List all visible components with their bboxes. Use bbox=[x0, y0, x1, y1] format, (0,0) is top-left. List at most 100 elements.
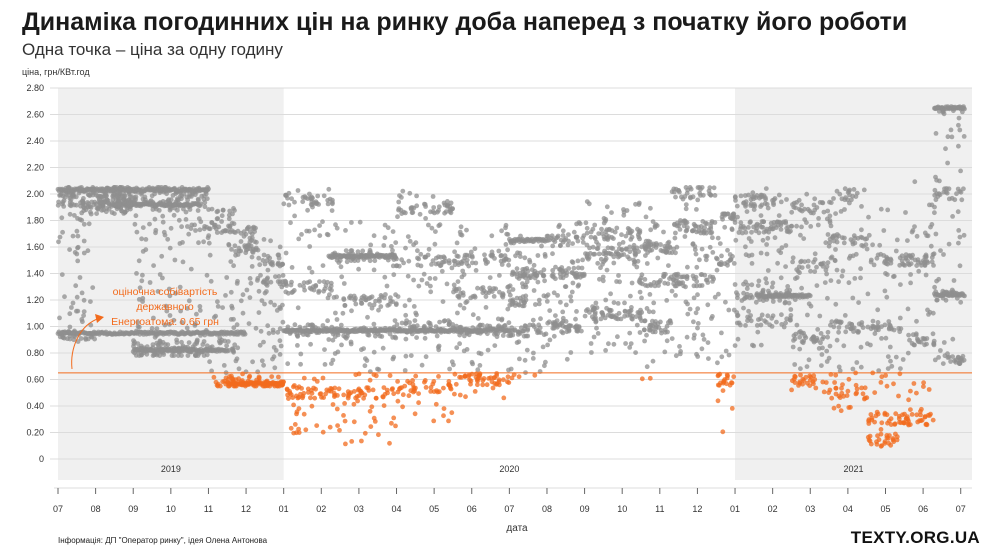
price-point bbox=[808, 210, 814, 216]
price-point bbox=[906, 332, 911, 338]
price-point bbox=[342, 418, 348, 424]
price-point bbox=[638, 275, 644, 281]
price-point bbox=[285, 392, 290, 398]
price-point bbox=[825, 329, 831, 335]
price-point bbox=[622, 300, 627, 306]
price-point bbox=[867, 433, 873, 439]
year-label: 2020 bbox=[499, 464, 519, 474]
price-point bbox=[251, 224, 257, 230]
price-point bbox=[492, 381, 498, 386]
price-point bbox=[750, 190, 756, 196]
price-point bbox=[555, 293, 560, 298]
price-point bbox=[530, 322, 536, 328]
price-point bbox=[950, 354, 955, 359]
price-point bbox=[206, 186, 211, 192]
price-point bbox=[393, 335, 399, 341]
price-point bbox=[381, 243, 387, 248]
price-point bbox=[732, 343, 738, 348]
price-point bbox=[653, 245, 659, 250]
price-point bbox=[256, 374, 262, 380]
price-point bbox=[436, 254, 441, 260]
price-point bbox=[691, 276, 697, 282]
price-point bbox=[799, 208, 805, 214]
price-point bbox=[225, 339, 231, 344]
price-point bbox=[648, 227, 654, 233]
price-point bbox=[628, 237, 634, 242]
price-point bbox=[840, 268, 846, 274]
price-point bbox=[833, 385, 839, 391]
price-point bbox=[281, 201, 287, 207]
price-point bbox=[309, 269, 315, 275]
price-point bbox=[353, 372, 359, 378]
x-tick-label: 09 bbox=[580, 504, 590, 514]
price-point bbox=[719, 253, 724, 259]
price-point bbox=[199, 193, 205, 199]
price-point bbox=[284, 387, 290, 393]
price-point bbox=[609, 210, 614, 216]
price-point bbox=[86, 221, 92, 227]
price-point bbox=[753, 223, 759, 228]
price-point bbox=[69, 201, 75, 207]
price-point bbox=[264, 283, 270, 288]
price-point bbox=[698, 193, 703, 198]
price-point bbox=[305, 390, 311, 395]
x-tick-label: 04 bbox=[392, 504, 402, 514]
price-point bbox=[206, 240, 212, 246]
price-point bbox=[461, 305, 467, 311]
price-point bbox=[667, 318, 673, 323]
price-point bbox=[749, 229, 754, 235]
price-point bbox=[176, 217, 182, 223]
price-point bbox=[524, 347, 530, 353]
price-point bbox=[793, 276, 798, 281]
price-point bbox=[173, 290, 179, 296]
price-point bbox=[427, 276, 433, 281]
price-point bbox=[850, 295, 856, 301]
price-point bbox=[829, 395, 835, 401]
price-point bbox=[285, 290, 291, 296]
price-point bbox=[272, 365, 278, 371]
price-point bbox=[687, 306, 693, 312]
price-point bbox=[423, 216, 428, 221]
price-point bbox=[256, 310, 262, 315]
price-point bbox=[684, 334, 690, 340]
price-point bbox=[828, 322, 833, 328]
price-point bbox=[754, 323, 760, 328]
price-point bbox=[879, 336, 884, 341]
price-point bbox=[447, 366, 452, 372]
price-point bbox=[806, 301, 812, 307]
price-point bbox=[236, 366, 242, 372]
price-point bbox=[875, 307, 881, 313]
price-point bbox=[957, 263, 963, 269]
y-tick-label: 1.60 bbox=[26, 242, 44, 252]
price-point bbox=[75, 258, 81, 264]
y-axis-label: ціна, грн/КВт.год bbox=[22, 67, 90, 77]
price-point bbox=[136, 324, 142, 330]
price-point bbox=[309, 390, 315, 396]
price-point bbox=[859, 227, 864, 233]
price-point bbox=[489, 249, 495, 255]
price-point bbox=[57, 315, 62, 321]
price-point bbox=[455, 310, 460, 316]
price-point bbox=[147, 221, 152, 227]
price-point bbox=[783, 264, 788, 269]
price-point bbox=[416, 391, 421, 396]
price-point bbox=[912, 224, 917, 230]
price-point bbox=[616, 246, 622, 252]
price-point bbox=[817, 200, 823, 205]
price-point bbox=[884, 294, 890, 300]
price-point bbox=[216, 338, 222, 344]
price-point bbox=[273, 274, 278, 279]
price-point bbox=[489, 233, 495, 239]
price-point bbox=[343, 248, 349, 254]
price-point bbox=[531, 288, 537, 293]
price-point bbox=[743, 199, 749, 205]
price-point bbox=[893, 431, 898, 437]
price-point bbox=[802, 333, 808, 339]
price-point bbox=[242, 243, 248, 249]
price-point bbox=[588, 341, 594, 346]
price-point bbox=[701, 337, 707, 342]
price-point bbox=[422, 335, 428, 341]
price-point bbox=[479, 286, 484, 292]
price-point bbox=[372, 419, 378, 424]
price-point bbox=[592, 222, 598, 228]
